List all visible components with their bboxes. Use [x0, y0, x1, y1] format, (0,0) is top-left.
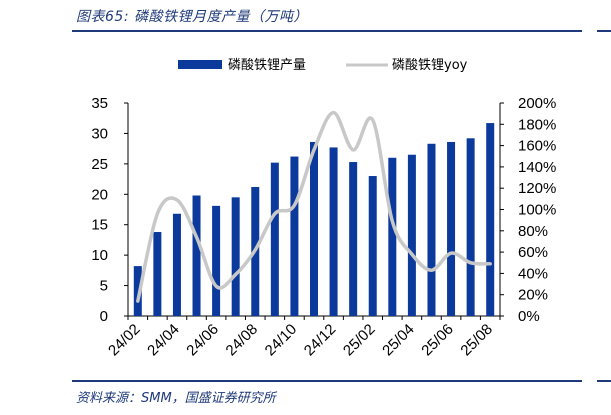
bar [172, 213, 181, 316]
top-rule [72, 30, 582, 32]
bar [270, 162, 279, 316]
y-left-tick-label: 10 [91, 247, 108, 264]
bar [466, 138, 475, 316]
y-right-tick-label: 160% [518, 138, 556, 155]
y-right-tick-label: 40% [518, 265, 548, 282]
y-left-tick-label: 5 [100, 278, 108, 295]
bar [447, 141, 456, 316]
bar [407, 154, 416, 316]
x-tick-label: 25/02 [340, 321, 379, 360]
bar [153, 232, 162, 316]
bar [192, 195, 201, 316]
bar [486, 123, 495, 316]
y-left-tick-label: 20 [91, 186, 108, 203]
y-left-tick-label: 25 [91, 156, 108, 173]
legend-label-bar: 磷酸铁锂产量 [228, 58, 306, 73]
y-right-tick-label: 180% [518, 116, 556, 133]
line-series [136, 110, 492, 303]
yoy-line [136, 110, 492, 303]
x-tick-label: 25/08 [457, 321, 496, 360]
source-note: 资料来源：SMM，国盛证券研究所 [76, 391, 276, 406]
bar [212, 205, 221, 316]
y-left-tick-label: 35 [91, 95, 108, 112]
y-left-tick-label: 30 [91, 125, 108, 142]
legend-label-line: 磷酸铁锂yoy [392, 58, 468, 73]
y-right-tick-label: 60% [518, 244, 548, 261]
legend-swatch-bar [178, 60, 222, 69]
bar [368, 176, 377, 316]
bar [310, 141, 318, 316]
x-tick-label: 24/06 [183, 321, 222, 360]
bar [427, 143, 436, 316]
bar [231, 197, 240, 316]
bar [388, 157, 397, 316]
y-left-tick-label: 0 [100, 308, 108, 325]
y-right-tick-label: 140% [518, 159, 556, 176]
figure-title: 图表65: 磷酸铁锂月度产量（万吨） [76, 9, 308, 25]
bottom-rule [72, 380, 582, 382]
y-right-tick-label: 0% [518, 308, 540, 325]
y-right-tick-label: 80% [518, 223, 548, 240]
legend: 磷酸铁锂产量 磷酸铁锂yoy [178, 58, 468, 73]
x-tick-label: 24/02 [105, 321, 144, 360]
x-tick-label: 24/10 [262, 321, 301, 360]
y-right-tick-label: 100% [518, 202, 556, 219]
y-right-tick-label: 120% [518, 180, 556, 197]
bar [329, 147, 338, 316]
bar [133, 266, 142, 316]
x-tick-label: 25/06 [418, 321, 457, 360]
x-tick-label: 25/04 [379, 321, 418, 360]
x-tick-label: 24/12 [301, 321, 340, 360]
y-right-tick-label: 200% [518, 95, 556, 112]
x-tick-label: 24/04 [144, 321, 183, 360]
bottom-rule-tail [597, 380, 611, 382]
y-left-tick-label: 15 [91, 217, 108, 234]
bar [290, 156, 299, 316]
x-tick-label: 24/08 [223, 321, 262, 360]
bar [349, 162, 358, 316]
y-right-tick-label: 20% [518, 287, 548, 304]
top-rule-tail [597, 30, 611, 32]
